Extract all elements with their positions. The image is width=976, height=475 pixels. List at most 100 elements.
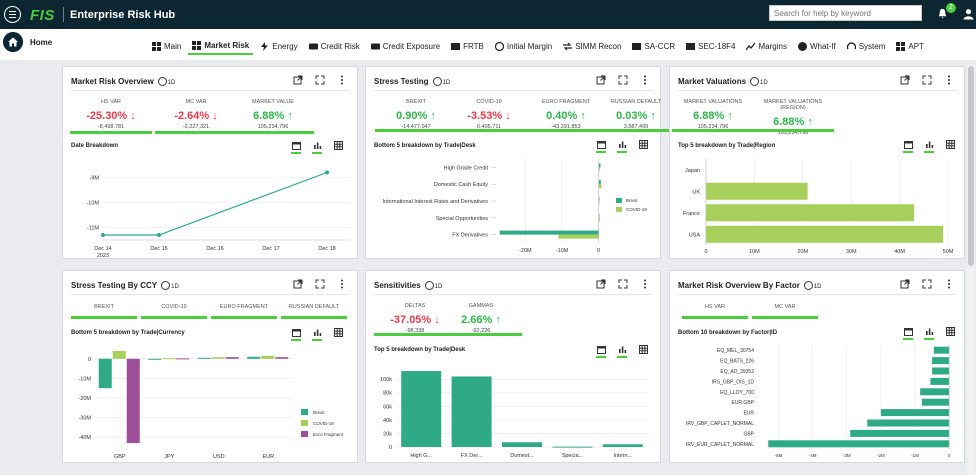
more-options-icon[interactable] (337, 75, 347, 85)
bar-chart-view-icon[interactable] (618, 140, 627, 149)
kpi-subvalue: -2,227,321 (182, 124, 210, 130)
scenario-tab-euro-fragment[interactable]: EURO FRAGMENT (219, 304, 269, 310)
tab-market-risk[interactable]: Market Risk (188, 37, 254, 55)
active-view-underline (617, 356, 627, 358)
tab-what-if[interactable]: What-If (794, 37, 840, 55)
bar-chart-view-icon[interactable] (925, 327, 934, 336)
tab-main[interactable]: Main (148, 37, 185, 55)
more-options-icon[interactable] (640, 75, 650, 85)
help-search-input[interactable] (769, 5, 922, 21)
tab-apt[interactable]: APT (892, 37, 928, 55)
notification-count-badge: 2 (946, 3, 956, 13)
expand-icon[interactable] (922, 279, 932, 289)
more-options-icon[interactable] (944, 75, 954, 85)
table-view-icon[interactable] (946, 327, 955, 336)
tab-initial-margin[interactable]: Initial Margin (491, 37, 556, 55)
category-label: FX Derivatives (452, 233, 488, 239)
bar-brexit (98, 358, 112, 389)
tab-energy[interactable]: Energy (256, 37, 301, 55)
bar-covid-19 (261, 355, 275, 359)
calendar-view-icon[interactable] (292, 328, 301, 337)
home-label[interactable]: Home (30, 38, 53, 47)
tab-simm-recon[interactable]: SIMM Recon (559, 37, 625, 55)
kpi-russian-default: RUSSIAN DEFAULT 0.03% ↑ 3,587,499 (596, 99, 676, 130)
calendar-view-icon[interactable] (597, 345, 606, 354)
sensitivities-desk-chart: 0 20k 40k 60k 80k 100k High G... FX Der... Domes… (380, 371, 648, 459)
kpi-value: -3.53% ↓ (467, 110, 511, 122)
page-scrollbar[interactable] (967, 64, 975, 475)
scenario-tab-covid-19[interactable]: COVID-19 (161, 304, 187, 310)
popout-icon[interactable] (596, 279, 606, 289)
bar (932, 367, 950, 375)
x-tick-label: -20M (519, 248, 532, 254)
bar (451, 376, 492, 447)
table-view-icon[interactable] (946, 140, 955, 149)
user-icon[interactable] (963, 8, 974, 20)
legend-label: COVID-19 (626, 207, 647, 212)
popout-icon[interactable] (293, 279, 303, 289)
bar (502, 442, 542, 447)
table-view-icon[interactable] (334, 328, 343, 337)
calendar-view-icon[interactable] (597, 140, 606, 149)
popout-icon[interactable] (900, 75, 910, 85)
scenario-tab-mc-var[interactable]: MC VAR (774, 304, 796, 310)
kpi-value: -25.30% ↓ (86, 110, 136, 122)
scrollbar-thumb[interactable] (968, 66, 974, 266)
tab-credit-exposure[interactable]: Credit Exposure (367, 37, 444, 55)
more-options-icon[interactable] (337, 279, 347, 289)
tab-margins[interactable]: Margins (742, 37, 790, 55)
popout-icon[interactable] (900, 279, 910, 289)
scenario-tab-brexit[interactable]: BREXIT (94, 304, 114, 310)
tab-label: Initial Margin (506, 41, 553, 51)
bar-chart-view-icon[interactable] (313, 141, 322, 150)
x-tick-label: Dec 15 (150, 246, 167, 252)
x-tick-label: 30M (846, 249, 857, 255)
card-title: Sensitivities 1D (374, 281, 443, 290)
notification-bell-icon[interactable] (937, 8, 948, 19)
bar-brexit (598, 180, 601, 185)
menu-icon[interactable] (4, 6, 21, 23)
home-icon[interactable] (3, 32, 23, 52)
tab-system[interactable]: System (843, 37, 890, 55)
bar-chart-view-icon[interactable] (618, 345, 627, 354)
stress-desk-chart: -20M -10M 0 High Grade Credit Domestic Cash … (383, 159, 647, 254)
calendar-view-icon[interactable] (904, 140, 913, 149)
tab-credit-risk[interactable]: Credit Risk (305, 37, 364, 55)
tab-sa-ccr[interactable]: SA-CCR (628, 37, 679, 55)
expand-icon[interactable] (315, 279, 325, 289)
tab-frtb[interactable]: FRTB (447, 37, 488, 55)
bar (921, 398, 950, 406)
more-options-icon[interactable] (640, 279, 650, 289)
popout-icon[interactable] (596, 75, 606, 85)
bar-chart-view-icon[interactable] (925, 140, 934, 149)
x-tick-label: 0 (597, 248, 600, 254)
scenario-tab-bar (752, 316, 818, 319)
kpi-value: 6.88% ↑ (253, 110, 293, 122)
expand-icon[interactable] (315, 75, 325, 85)
expand-icon[interactable] (618, 75, 628, 85)
expand-icon[interactable] (618, 279, 628, 289)
table-view-icon[interactable] (334, 141, 343, 150)
tab-sec-18f4[interactable]: SEC-18F4 (682, 37, 739, 55)
bar-chart-view-icon[interactable] (313, 328, 322, 337)
more-options-icon[interactable] (944, 279, 954, 289)
kpi-subvalue: 3,587,499 (623, 124, 649, 130)
table-view-icon[interactable] (639, 345, 648, 354)
active-view-underline (903, 338, 913, 340)
scenario-tab-hs-var[interactable]: HS VAR (704, 304, 726, 310)
category-label: USA (689, 232, 701, 238)
expand-icon[interactable] (922, 75, 932, 85)
x-tick-label: 20M (797, 249, 808, 255)
popout-icon[interactable] (293, 75, 303, 85)
main-icon (152, 41, 161, 51)
scenario-tab-russian-default[interactable]: RUSSIAN DEFAULT (288, 304, 340, 310)
kpi-indicator-bar (440, 333, 522, 336)
series-line (103, 171, 328, 236)
category-label: USD (213, 454, 225, 460)
calendar-view-icon[interactable] (904, 327, 913, 336)
category-label: FX Der... (461, 453, 483, 459)
x-tick-label: 0 (948, 453, 951, 458)
calendar-view-icon[interactable] (292, 141, 301, 150)
table-view-icon[interactable] (639, 140, 648, 149)
category-label: EQ_BATS_226 (720, 359, 754, 365)
